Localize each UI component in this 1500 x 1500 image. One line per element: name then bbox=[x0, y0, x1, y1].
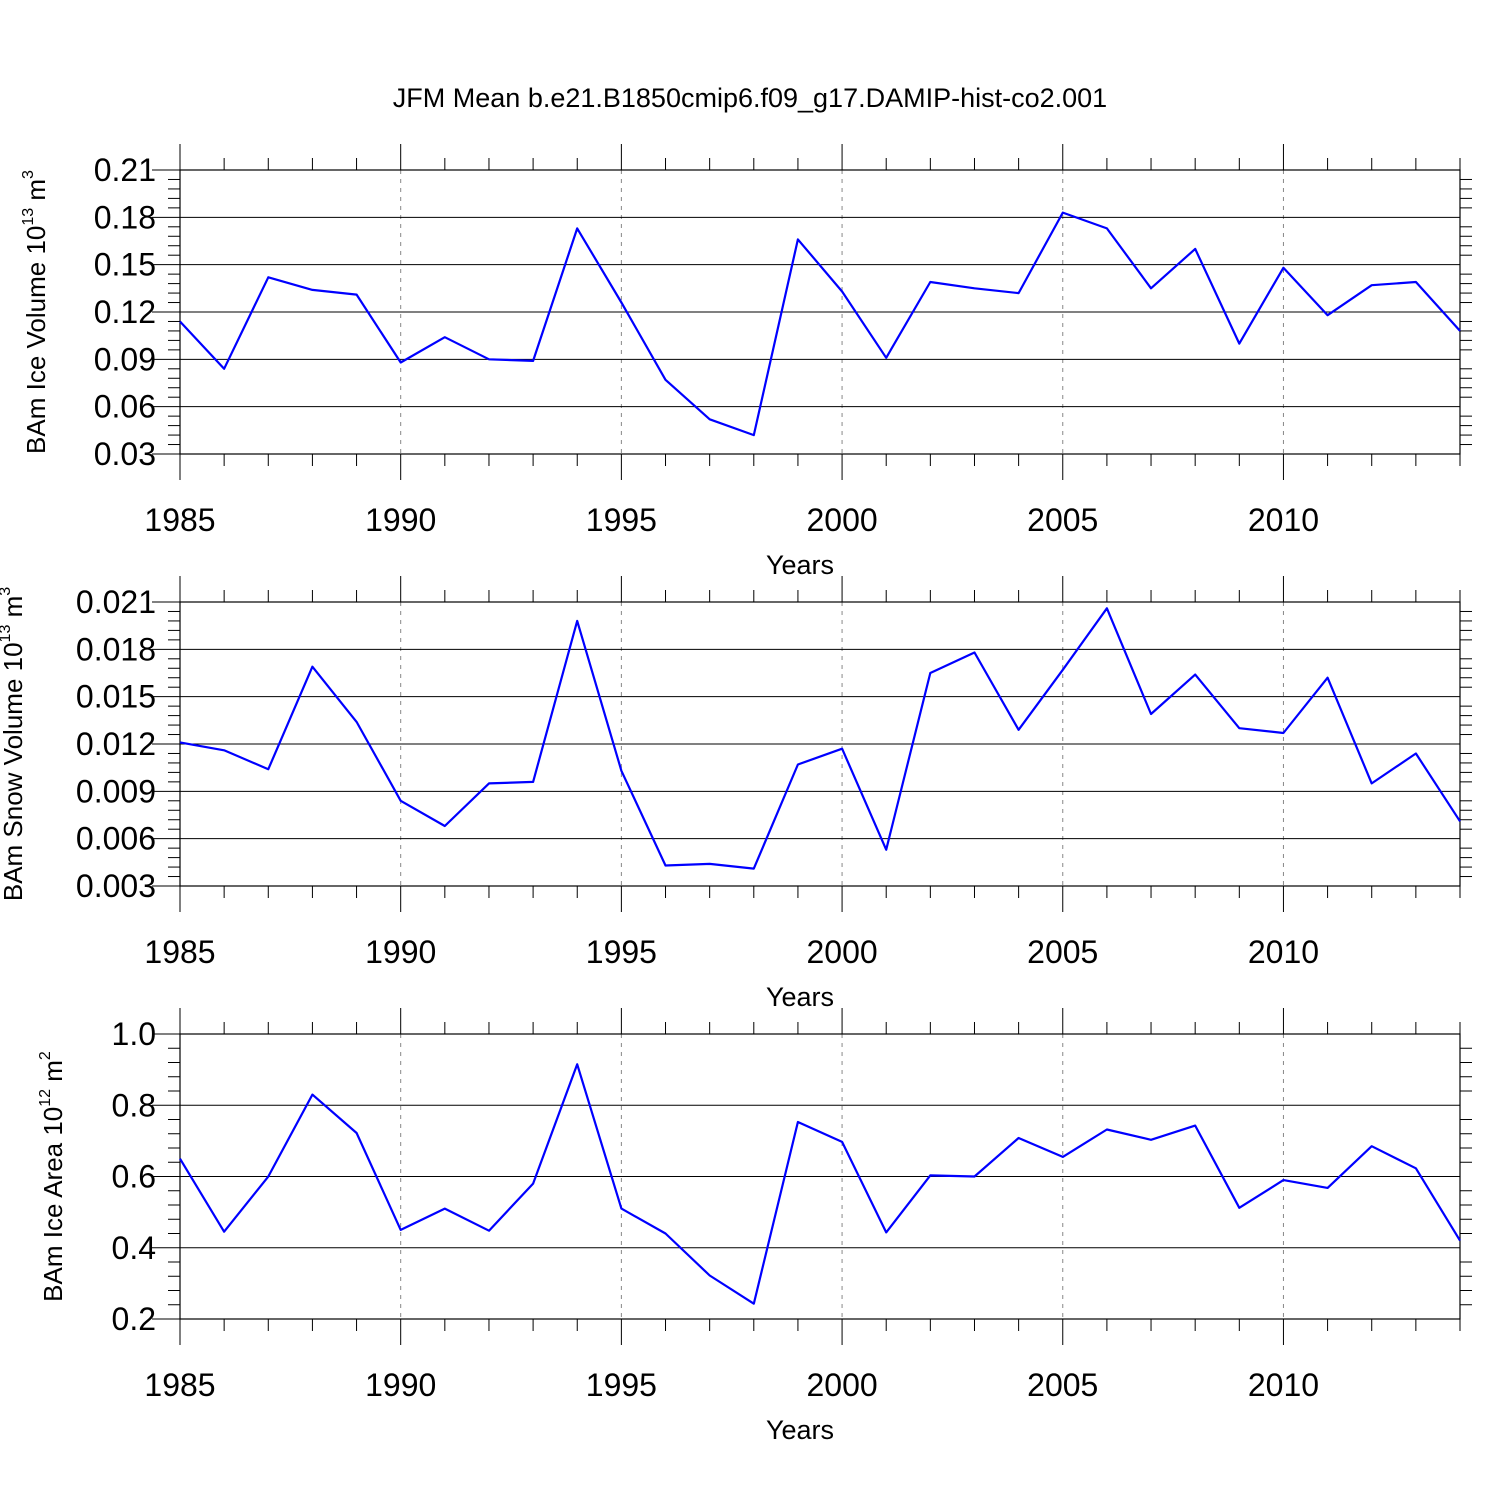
x-axis-title: Years bbox=[766, 1415, 834, 1445]
plot-frame bbox=[179, 1033, 1461, 1320]
plot-frame bbox=[179, 169, 1461, 455]
y-tick-label: 0.03 bbox=[94, 436, 156, 472]
y-axis-title: BAm Snow Volume 1013 m3 bbox=[0, 587, 28, 901]
y-tick-label: 0.09 bbox=[94, 341, 156, 377]
x-tick-label: 1990 bbox=[365, 934, 436, 970]
y-tick-label: 0.2 bbox=[112, 1301, 156, 1337]
y-tick-label: 0.06 bbox=[94, 389, 156, 425]
y-tick-label: 0.018 bbox=[76, 631, 156, 667]
x-tick-label: 2000 bbox=[806, 502, 877, 538]
x-axis-title: Years bbox=[766, 982, 834, 1012]
panel-ice-area: 0.2 0.4 0.6 0.8 1.0 1985 1990 1995 2000 2005 2010 Y… bbox=[37, 1008, 1472, 1445]
y-tick-label: 0.012 bbox=[76, 726, 156, 762]
y-tick-label: 0.8 bbox=[112, 1087, 156, 1123]
panel-snow-volume: 0.003 0.006 0.009 0.012 0.015 0.018 0.021 1985 1… bbox=[0, 576, 1472, 1012]
x-tick-label: 2010 bbox=[1248, 934, 1319, 970]
x-tick-label: 1985 bbox=[144, 1367, 215, 1403]
y-axis-title: BAm Ice Volume 1013 m3 bbox=[20, 170, 51, 454]
x-tick-label: 2005 bbox=[1027, 1367, 1098, 1403]
x-tick-label: 2005 bbox=[1027, 934, 1098, 970]
x-tick-label: 1995 bbox=[586, 502, 657, 538]
x-tick-label: 1985 bbox=[144, 502, 215, 538]
x-tick-label: 2010 bbox=[1248, 502, 1319, 538]
y-tick-label: 0.015 bbox=[76, 679, 156, 715]
y-tick-label: 0.006 bbox=[76, 821, 156, 857]
x-axis-title: Years bbox=[766, 550, 834, 580]
y-tick-label: 0.4 bbox=[112, 1230, 156, 1266]
y-tick-label: 0.12 bbox=[94, 294, 156, 330]
y-tick-label: 0.6 bbox=[112, 1159, 156, 1195]
y-axis-title: BAm Ice Area 1012 m2 bbox=[37, 1051, 68, 1302]
y-tick-label: 0.18 bbox=[94, 199, 156, 235]
x-tick-label: 1990 bbox=[365, 502, 436, 538]
series-line-snow-volume bbox=[179, 607, 1461, 870]
plot-frame bbox=[179, 601, 1461, 887]
x-tick-label: 2005 bbox=[1027, 502, 1098, 538]
y-tick-label: 0.009 bbox=[76, 773, 156, 809]
series-line-ice-volume bbox=[179, 211, 1461, 437]
y-tick-label: 0.21 bbox=[94, 152, 156, 188]
chart-title: JFM Mean b.e21.B1850cmip6.f09_g17.DAMIP-… bbox=[393, 83, 1107, 113]
y-tick-label: 0.021 bbox=[76, 584, 156, 620]
panel-ice-volume: 0.03 0.06 0.09 0.12 0.15 0.18 0.21 1985 1990 1995… bbox=[20, 144, 1472, 580]
y-tick-label: 0.15 bbox=[94, 247, 156, 283]
y-tick-label: 1.0 bbox=[112, 1016, 156, 1052]
x-tick-label: 1985 bbox=[144, 934, 215, 970]
x-tick-label: 2000 bbox=[806, 1367, 877, 1403]
x-tick-label: 1990 bbox=[365, 1367, 436, 1403]
x-tick-label: 1995 bbox=[586, 934, 657, 970]
x-tick-label: 2000 bbox=[806, 934, 877, 970]
series-line-ice-area bbox=[179, 1063, 1461, 1305]
x-tick-label: 2010 bbox=[1248, 1367, 1319, 1403]
y-tick-label: 0.003 bbox=[76, 868, 156, 904]
x-tick-label: 1995 bbox=[586, 1367, 657, 1403]
